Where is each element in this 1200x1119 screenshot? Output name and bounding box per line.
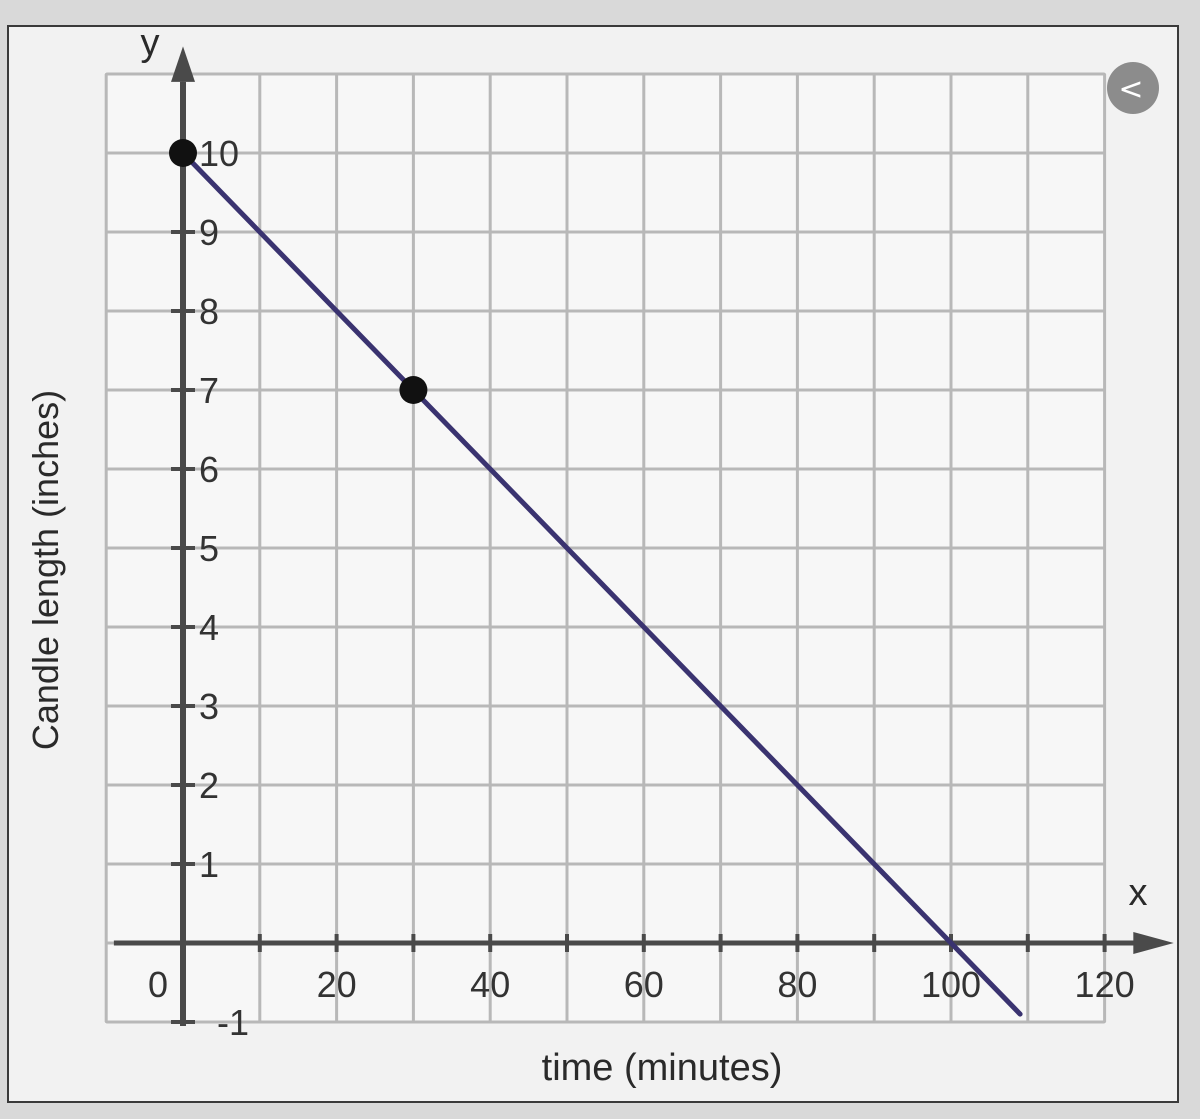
y-tick-label: 9 <box>199 212 219 253</box>
y-tick-label: -1 <box>217 1002 249 1043</box>
x-tick-label: 120 <box>1075 964 1135 1005</box>
y-tick-label: 4 <box>199 607 219 648</box>
tick-marks <box>171 151 1107 1024</box>
series <box>169 139 1023 1017</box>
y-tick-label: 5 <box>199 528 219 569</box>
data-point <box>399 376 428 404</box>
x-axis-letter: x <box>1129 872 1148 914</box>
data-point <box>169 139 197 167</box>
y-axis-letter: y <box>141 22 160 64</box>
y-tick-label: 8 <box>199 291 219 332</box>
x-tick-label: 60 <box>624 964 664 1005</box>
y-tick-label: 1 <box>199 844 219 885</box>
back-button-circle[interactable] <box>1107 62 1159 114</box>
back-button[interactable]: < <box>1107 62 1159 114</box>
tick-labels: 0 20 40 60 80 100 120 10 9 8 7 6 5 4 3 2 1 -1 <box>148 133 1135 1043</box>
y-tick-label: 6 <box>199 449 219 490</box>
axes <box>113 46 1174 1026</box>
y-axis-title: Candle length (inches) <box>25 390 66 750</box>
y-axis-arrow <box>171 46 195 82</box>
x-tick-label: 20 <box>317 964 357 1005</box>
y-tick-label: 3 <box>199 686 219 727</box>
x-tick-label: 80 <box>777 964 817 1005</box>
x-tick-label: 40 <box>470 964 510 1005</box>
y-tick-label: 7 <box>199 370 219 411</box>
y-tick-label: 10 <box>199 133 239 174</box>
y-tick-label: 2 <box>199 765 219 806</box>
series-line <box>180 150 1023 1017</box>
chevron-left-icon[interactable]: < <box>1118 72 1143 107</box>
x-axis-arrow <box>1133 932 1174 954</box>
x-axis-title: time (minutes) <box>542 1047 783 1089</box>
grid <box>104 72 1107 1024</box>
x-tick-label: 0 <box>148 964 168 1005</box>
x-tick-label: 100 <box>921 964 981 1005</box>
